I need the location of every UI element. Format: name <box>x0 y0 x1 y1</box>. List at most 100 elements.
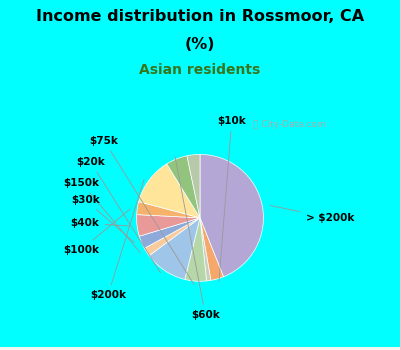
Text: > $200k: > $200k <box>270 205 354 223</box>
Bar <box>0 348 400 349</box>
Text: $30k: $30k <box>71 195 134 243</box>
Bar <box>0 348 400 349</box>
Bar <box>0 349 400 350</box>
Bar <box>0 348 400 349</box>
Bar <box>0 348 400 349</box>
Bar <box>0 348 400 349</box>
Bar <box>0 348 400 349</box>
Bar <box>0 348 400 349</box>
Bar <box>0 349 400 350</box>
Wedge shape <box>200 218 224 280</box>
Bar <box>0 348 400 349</box>
Bar <box>0 348 400 350</box>
Bar <box>0 349 400 350</box>
Bar <box>0 348 400 349</box>
Wedge shape <box>137 202 200 218</box>
Bar <box>0 348 400 350</box>
Bar <box>0 348 400 349</box>
Bar <box>0 348 400 349</box>
Bar <box>0 348 400 349</box>
Bar <box>0 348 400 350</box>
Bar <box>0 349 400 350</box>
Bar <box>0 348 400 350</box>
Bar <box>0 348 400 349</box>
Bar <box>0 349 400 350</box>
Bar <box>0 349 400 350</box>
Bar <box>0 348 400 350</box>
Bar <box>0 348 400 349</box>
Bar <box>0 348 400 349</box>
Bar <box>0 348 400 349</box>
Bar <box>0 348 400 350</box>
Wedge shape <box>187 154 200 218</box>
Bar <box>0 348 400 349</box>
Wedge shape <box>136 215 200 236</box>
Bar <box>0 348 400 349</box>
Bar <box>0 348 400 349</box>
Bar <box>0 349 400 350</box>
Bar <box>0 348 400 349</box>
Bar <box>0 348 400 349</box>
Bar <box>0 348 400 349</box>
Bar <box>0 348 400 349</box>
Bar <box>0 348 400 350</box>
Bar <box>0 348 400 349</box>
Bar <box>0 348 400 350</box>
Wedge shape <box>139 164 200 218</box>
Bar <box>0 348 400 349</box>
Bar <box>0 348 400 350</box>
Bar <box>0 348 400 349</box>
Wedge shape <box>144 218 200 256</box>
Bar <box>0 348 400 350</box>
Wedge shape <box>185 218 206 281</box>
Bar <box>0 348 400 349</box>
Bar <box>0 348 400 350</box>
Bar <box>0 349 400 350</box>
Bar <box>0 349 400 350</box>
Wedge shape <box>139 218 200 248</box>
Bar <box>0 348 400 350</box>
Bar <box>0 348 400 349</box>
Bar <box>0 349 400 350</box>
Text: $200k: $200k <box>90 180 144 300</box>
Bar <box>0 348 400 349</box>
Bar <box>0 348 400 349</box>
Bar <box>0 348 400 350</box>
Bar <box>0 348 400 349</box>
Bar <box>0 348 400 350</box>
Text: $60k: $60k <box>175 157 220 320</box>
Bar <box>0 349 400 350</box>
Bar <box>0 348 400 349</box>
Bar <box>0 349 400 350</box>
Bar <box>0 349 400 350</box>
Bar <box>0 348 400 349</box>
Bar <box>0 348 400 350</box>
Bar <box>0 348 400 350</box>
Text: $40k: $40k <box>71 218 129 228</box>
Bar <box>0 348 400 349</box>
Bar <box>0 348 400 349</box>
Bar <box>0 348 400 349</box>
Bar <box>0 348 400 349</box>
Bar <box>0 348 400 349</box>
Bar <box>0 348 400 350</box>
Bar <box>0 348 400 349</box>
Text: (%): (%) <box>185 37 215 52</box>
Text: $100k: $100k <box>64 209 130 254</box>
Bar <box>0 348 400 349</box>
Bar <box>0 348 400 349</box>
Bar <box>0 348 400 349</box>
Bar <box>0 348 400 350</box>
Bar <box>0 348 400 349</box>
Bar <box>0 349 400 350</box>
Bar <box>0 348 400 349</box>
Bar <box>0 348 400 349</box>
Bar <box>0 348 400 349</box>
Bar <box>0 348 400 349</box>
Bar <box>0 347 400 349</box>
Bar <box>0 348 400 349</box>
Bar <box>0 349 400 350</box>
Bar <box>0 348 400 349</box>
Bar <box>0 348 400 349</box>
Bar <box>0 348 400 349</box>
